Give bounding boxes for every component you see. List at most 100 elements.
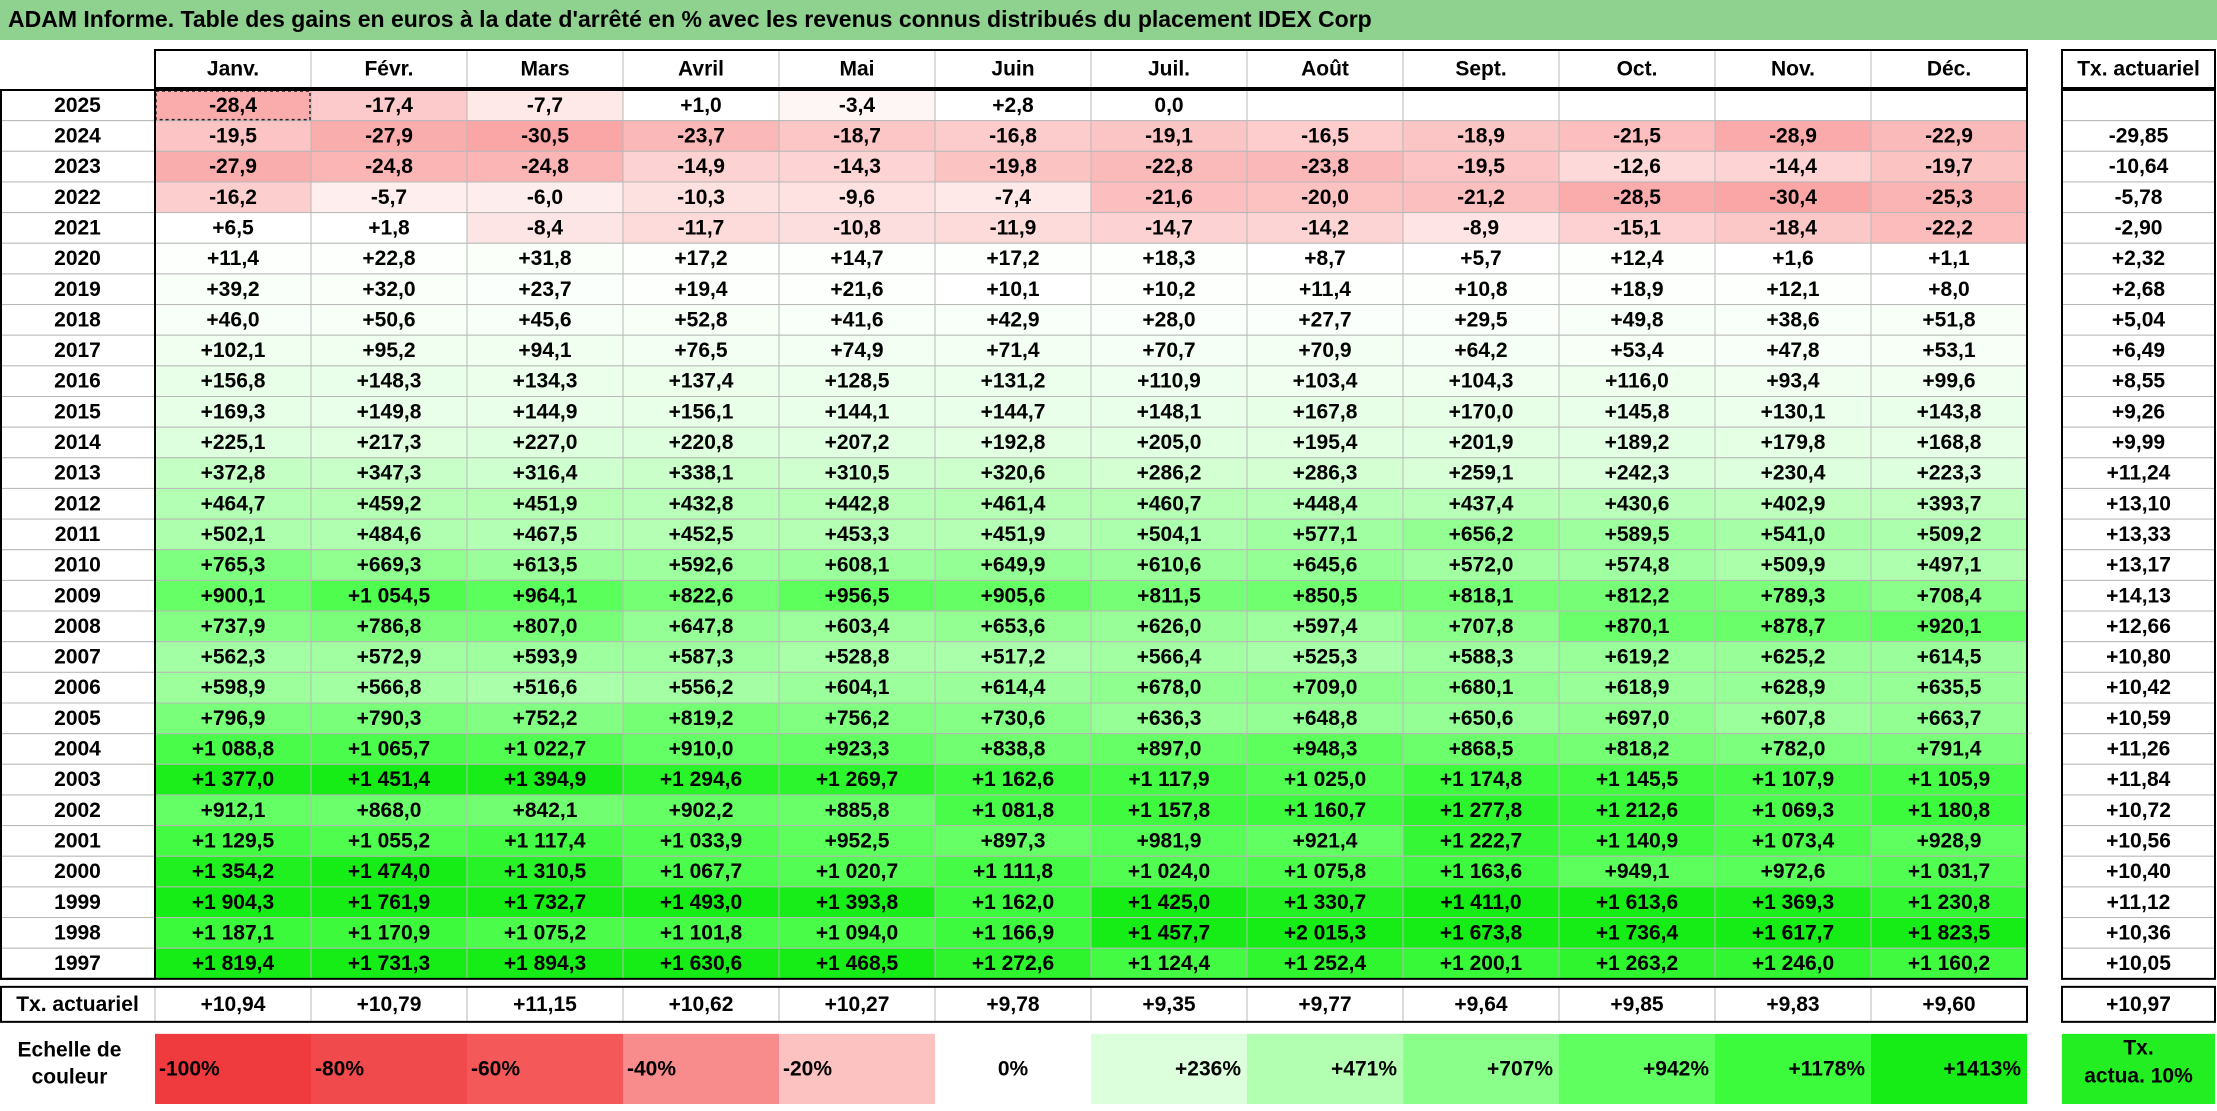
value-cell <box>466 212 624 244</box>
cell-value: +104,3 <box>1449 370 1514 393</box>
value-cell <box>622 763 780 796</box>
cell-value: +663,7 <box>1917 707 1982 730</box>
row-year: 2004 <box>54 738 101 761</box>
cell-value: +525,3 <box>1293 646 1358 669</box>
cell-value: -19,1 <box>1145 125 1193 148</box>
cell-value: -7,4 <box>995 186 1032 209</box>
footer-rate: +10,97 <box>2106 993 2171 1016</box>
cell-value: +259,1 <box>1449 462 1514 485</box>
value-cell <box>1714 304 1872 336</box>
year-cell <box>0 579 156 612</box>
value-cell <box>1714 733 1872 765</box>
value-cell <box>1402 917 1560 949</box>
cell-value: +1 731,3 <box>348 952 430 975</box>
cell-value: +528,8 <box>825 646 890 669</box>
cell-value: +928,9 <box>1917 829 1982 852</box>
cell-value: +811,5 <box>1137 584 1201 607</box>
cell-value: +217,3 <box>357 431 422 454</box>
year-cell <box>0 212 156 244</box>
cell-value: +205,0 <box>1137 431 1202 454</box>
row-year: 2007 <box>54 646 101 669</box>
row-year: 2000 <box>54 860 101 883</box>
cell-value: -14,3 <box>833 155 881 178</box>
rate-cell <box>2061 365 2216 398</box>
value-cell <box>1558 641 1716 673</box>
header-cell <box>2061 49 2216 89</box>
cell-value: +1 457,7 <box>1128 921 1210 944</box>
cell-value: -19,8 <box>989 155 1037 178</box>
cell-value: +786,8 <box>357 615 422 638</box>
rate-value: -29,85 <box>2109 125 2169 148</box>
scale-swatch <box>1715 1033 1871 1104</box>
cell-value: +1,0 <box>680 94 721 117</box>
rate-cell <box>2061 426 2216 459</box>
cell-value: +18,3 <box>1142 247 1195 270</box>
header-cell <box>1870 49 2028 89</box>
value-cell <box>778 702 936 735</box>
scale-swatch <box>1091 1033 1247 1104</box>
cell-value: +1 174,8 <box>1440 768 1523 791</box>
value-cell <box>622 855 780 888</box>
rate-value: +2,68 <box>2112 278 2165 301</box>
value-cell <box>1402 610 1560 643</box>
cell-value: +116,0 <box>1605 370 1669 393</box>
value-cell <box>1402 181 1560 214</box>
value-cell <box>1870 579 2028 612</box>
value-cell <box>778 610 936 643</box>
cell-value: +921,4 <box>1293 829 1358 852</box>
cell-value: +64,2 <box>1454 339 1507 362</box>
cell-value: +10,1 <box>986 278 1039 301</box>
cell-value: +737,9 <box>201 615 266 638</box>
cell-value: +393,7 <box>1917 492 1982 515</box>
scale-stop-label: -60% <box>471 1057 520 1080</box>
cell-value: +167,8 <box>1293 400 1358 423</box>
cell-value: +597,4 <box>1293 615 1358 638</box>
cell-value: +169,3 <box>201 400 266 423</box>
value-cell <box>934 334 1092 367</box>
cell-value: +905,6 <box>981 584 1046 607</box>
value-cell <box>1870 396 2028 428</box>
cell-value: +461,4 <box>981 492 1046 515</box>
cell-value: +12,4 <box>1610 247 1663 270</box>
cell-value: +156,1 <box>669 400 734 423</box>
rate-header: Tx. actuariel <box>2077 58 2200 81</box>
cell-value: +1 222,7 <box>1440 829 1522 852</box>
value-cell <box>466 579 624 612</box>
rate-value: +2,32 <box>2112 247 2165 270</box>
value-cell <box>1714 579 1872 612</box>
cell-value: +1 269,7 <box>816 768 898 791</box>
scale-swatch <box>311 1033 467 1104</box>
frame <box>2061 89 2216 980</box>
year-cell <box>0 304 156 336</box>
cell-value: +70,9 <box>1298 339 1351 362</box>
value-cell <box>622 641 780 673</box>
value-cell <box>1246 89 1404 122</box>
row-year: 2013 <box>54 462 101 485</box>
value-cell <box>1714 763 1872 796</box>
cell-value: +53,4 <box>1610 339 1663 362</box>
cell-value: +902,2 <box>669 799 734 822</box>
row-year: 2016 <box>54 370 101 393</box>
cell-value: +613,5 <box>513 554 578 577</box>
column-header: Sept. <box>1455 58 1506 81</box>
cell-value: +52,8 <box>674 308 727 331</box>
value-cell <box>310 671 468 704</box>
cell-value: -19,5 <box>1457 155 1505 178</box>
rate-value: +6,49 <box>2112 339 2165 362</box>
cell-value: +21,6 <box>830 278 883 301</box>
cell-value: -30,5 <box>521 125 569 148</box>
value-cell <box>934 794 1092 827</box>
cell-value: +709,0 <box>1293 676 1358 699</box>
cell-value: +1 129,5 <box>192 829 275 852</box>
cell-value: +618,9 <box>1605 676 1670 699</box>
row-year: 2015 <box>54 400 101 423</box>
value-cell <box>778 917 936 949</box>
value-cell <box>154 457 312 489</box>
value-cell <box>934 825 1092 857</box>
cell-value: +1 493,0 <box>660 891 742 914</box>
cell-value: +70,7 <box>1142 339 1195 362</box>
cell-value: +17,2 <box>986 247 1039 270</box>
cell-value: +650,6 <box>1449 707 1514 730</box>
cell-value: +1 468,5 <box>816 952 899 975</box>
value-cell <box>778 579 936 612</box>
